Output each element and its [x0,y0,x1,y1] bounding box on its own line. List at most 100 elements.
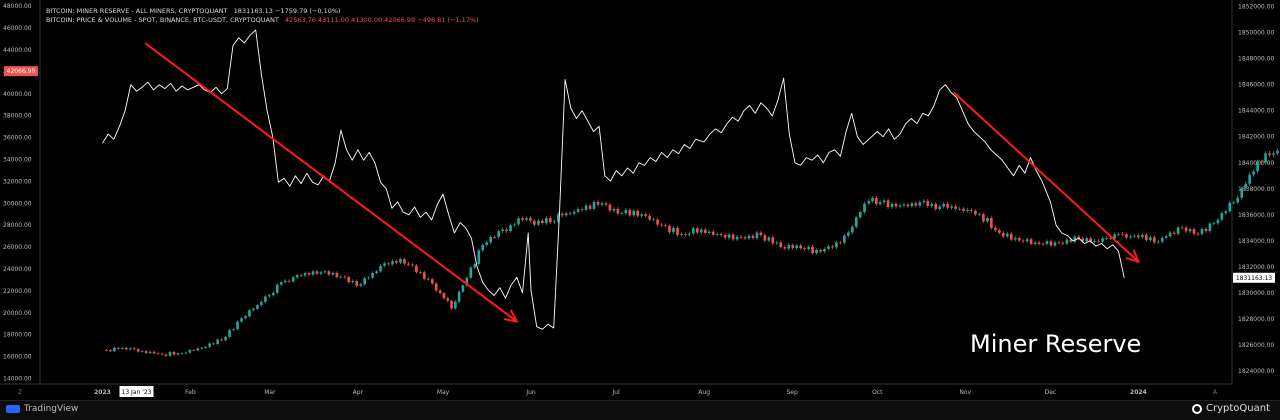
candle-body [121,347,124,349]
candle-body [867,201,871,204]
candle-body [580,209,584,211]
right-tick-label: 1836000.00 [1238,212,1274,219]
candle-body [315,271,319,274]
candle-body [1260,161,1263,163]
candle-body [1133,235,1136,237]
candle-body [978,214,981,216]
candle-body [303,273,307,276]
time-axis-right-marker[interactable]: A [1213,389,1218,396]
candle-body [652,219,655,221]
candle-body [771,237,775,244]
candle-body [851,226,854,233]
candle-body [1057,242,1061,244]
candle-body [1160,237,1164,242]
candle-body [1145,234,1148,241]
candle-body [260,301,263,306]
candle-body [1184,227,1188,232]
candle-body [811,246,814,254]
candle-body [906,204,910,207]
right-tick-label: 1842000.00 [1238,134,1274,141]
candle-body [684,233,687,235]
candle-body [588,205,592,209]
legend-reserve-values: 1831163.13 −1759.79 (−0.10%) [233,7,341,15]
candle-body [1172,232,1176,234]
candle-body [450,300,453,309]
candle-body [731,234,735,240]
time-axis-left-marker[interactable]: Z [18,389,22,396]
tradingview-logo[interactable]: TradingView [6,404,78,414]
candle-body [703,229,707,233]
candle-body [387,263,390,265]
candle-body [256,305,259,309]
candle-body [807,246,810,249]
time-axis[interactable]: 2023 Feb Mar Apr May Jun Jul Aug Sep Oct Nov Dec 202… [0,383,1232,397]
candle-body [469,267,473,278]
candle-body [144,351,148,353]
candle-body [727,234,731,238]
left-tick-label: 48000.00 [3,3,32,10]
candle-body [1121,233,1124,235]
crosshair-date-box [119,386,154,397]
tradingview-label: TradingView [24,404,79,414]
time-tick-label: Sep [786,389,798,396]
legend-row-price[interactable]: BITCOIN: PRICE & VOLUME - SPOT, BINANCE,… [46,16,479,25]
left-tick-label: 16000.00 [3,354,32,361]
candle-body [1212,223,1216,225]
candle-body [430,279,434,284]
miner-reserve-line [102,29,1125,330]
time-tick-label: Feb [185,389,196,396]
time-tick-label: Mar [264,389,276,396]
right-tick-label: 1850000.00 [1238,30,1274,37]
candle-body [1037,242,1041,244]
candle-body [926,201,930,206]
candle-body [283,280,287,283]
candle-body [411,264,414,266]
candle-body [827,246,830,249]
candle-body [1216,219,1220,224]
candle-body [422,272,426,279]
candle-body [1093,240,1096,242]
candle-body [212,343,215,345]
candle-body [244,316,247,319]
current-value-tags: 42066.99 1831163.13 [4,66,1275,283]
candle-body [1129,236,1132,238]
cryptoquant-label: CryptoQuant [1206,403,1270,414]
candle-body [636,210,640,216]
candle-body [403,259,406,264]
candle-body [248,310,251,317]
cryptoquant-logo[interactable]: CryptoQuant [1192,403,1270,414]
left-tick-label: 32000.00 [3,178,32,185]
candle-body [1105,238,1108,239]
candle-body [767,237,771,241]
candle-body [1156,241,1160,243]
candle-body [1085,238,1089,242]
right-tick-label: 1834000.00 [1238,238,1274,245]
right-reserve-axis[interactable]: 1824000.00 1826000.00 1828000.00 1830000.00… [1231,0,1274,384]
candle-body [407,263,410,265]
legend-reserve-name: BITCOIN: MINER RESERVE - ALL MINERS, CRY… [46,7,228,15]
candle-body [938,206,942,210]
candle-body [747,235,751,239]
candle-body [1164,236,1168,238]
legend-row-reserve[interactable]: BITCOIN: MINER RESERVE - ALL MINERS, CRY… [46,7,479,16]
candle-body [1204,228,1208,232]
candle-body [176,353,180,355]
candle-body [513,224,516,226]
candle-body [1180,227,1184,229]
candle-body [323,271,327,273]
candle-body [620,213,624,214]
candle-body [918,202,922,206]
candle-body [477,250,481,264]
candle-body [815,249,818,254]
price-candles [105,148,1279,357]
candle-body [628,209,632,216]
candle-body [886,200,890,208]
right-tick-label: 1844000.00 [1238,108,1274,115]
candle-body [922,201,926,203]
candle-body [854,217,858,227]
candle-body [279,282,283,285]
candle-body [1041,243,1045,245]
candle-body [156,353,160,355]
time-tick-label: Apr [353,389,364,396]
candle-body [379,265,382,272]
